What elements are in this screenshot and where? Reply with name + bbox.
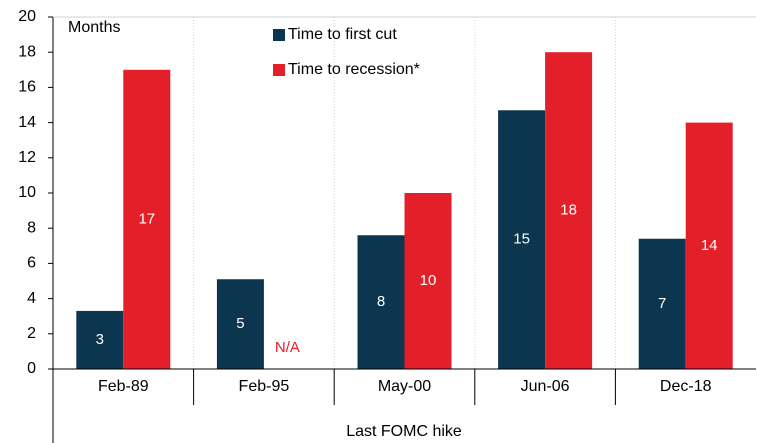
x-tick-label: Dec-18 [660, 378, 712, 395]
value-label: 3 [96, 331, 104, 348]
value-label: 17 [138, 210, 155, 227]
bar [685, 122, 733, 369]
value-label: 14 [701, 237, 718, 254]
x-tick-label: May-00 [378, 378, 431, 395]
value-label: 15 [513, 231, 530, 248]
bar [123, 69, 171, 370]
legend-swatch [273, 64, 285, 76]
x-axis-label: Last FOMC hike [346, 423, 462, 440]
x-tick-label: Jun-06 [521, 378, 570, 395]
legend-label: Time to recession* [288, 61, 420, 78]
bar [216, 279, 264, 369]
y-axis-label: Months [68, 19, 120, 36]
value-label: 10 [420, 272, 437, 289]
bar [638, 238, 686, 369]
y-tick-label: 14 [18, 114, 36, 131]
bar [76, 310, 124, 369]
value-label: N/A [275, 339, 300, 356]
x-tick-label: Feb-95 [239, 378, 290, 395]
bar [545, 52, 593, 369]
y-tick-label: 4 [27, 290, 36, 307]
value-label: 8 [377, 293, 385, 310]
y-tick-label: 2 [27, 325, 36, 342]
y-tick-label: 0 [27, 360, 36, 377]
y-tick-label: 10 [18, 184, 36, 201]
y-tick-label: 8 [27, 219, 36, 236]
y-tick-label: 20 [18, 8, 36, 25]
y-tick-label: 12 [18, 149, 36, 166]
bar [404, 193, 452, 369]
legend-label: Time to first cut [288, 26, 397, 43]
value-label: 18 [560, 202, 577, 219]
value-label: 7 [658, 295, 666, 312]
bar [498, 110, 546, 369]
y-tick-label: 6 [27, 255, 36, 272]
bar [357, 235, 405, 369]
x-tick-label: Feb-89 [98, 378, 149, 395]
y-tick-label: 16 [18, 79, 36, 96]
legend-swatch [273, 29, 285, 41]
value-label: 5 [236, 315, 244, 332]
y-tick-label: 18 [18, 43, 36, 60]
